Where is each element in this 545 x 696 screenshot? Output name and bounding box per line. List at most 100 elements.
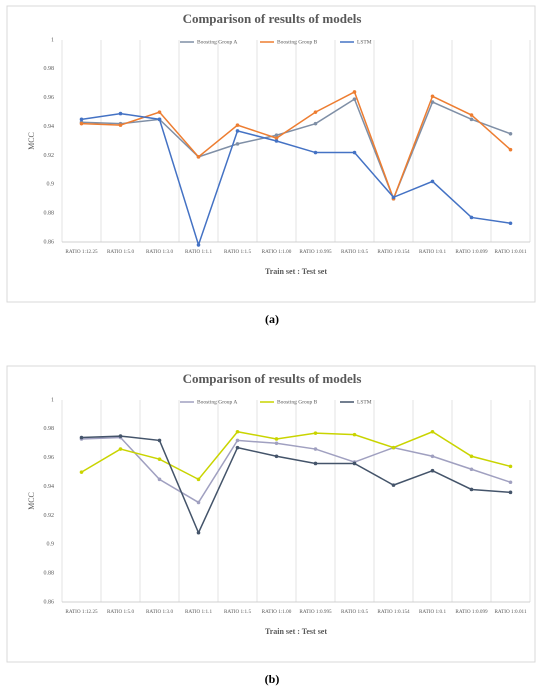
- data-point: [313, 121, 318, 126]
- data-point: [235, 429, 240, 434]
- data-point: [469, 487, 474, 492]
- data-point: [235, 129, 240, 133]
- chart-frame: [6, 365, 536, 663]
- y-tick-label: 0.9: [47, 182, 55, 188]
- data-point: [391, 445, 396, 450]
- x-tick-label: RATIO 1:3.0: [146, 609, 173, 615]
- caption: (a): [265, 312, 279, 326]
- data-point: [508, 490, 513, 495]
- data-point: [469, 113, 474, 117]
- y-tick-label: 0.9: [47, 542, 55, 548]
- data-point: [430, 429, 435, 434]
- data-point: [118, 434, 123, 438]
- chart-frame: [6, 5, 536, 303]
- data-point: [469, 117, 474, 122]
- data-point: [469, 215, 474, 220]
- legend-label: LSTM: [357, 39, 372, 45]
- legend-label: Boosting Group A: [197, 399, 237, 405]
- data-point: [118, 111, 123, 116]
- x-tick-label: RATIO 1:3.0: [146, 249, 173, 255]
- x-tick-label: RATIO 1:12.25: [65, 249, 98, 255]
- series-line: [81, 90, 511, 201]
- x-axis-title: Train set : Test set: [265, 627, 327, 636]
- data-point: [508, 464, 513, 469]
- data-point: [508, 480, 513, 485]
- data-point: [196, 500, 201, 505]
- data-point: [157, 117, 162, 122]
- data-point: [157, 457, 162, 461]
- data-point: [235, 438, 240, 443]
- series-line: [81, 435, 511, 535]
- data-point: [430, 179, 435, 184]
- y-tick-label: 0.92: [44, 513, 55, 519]
- data-point: [118, 447, 123, 451]
- data-point: [274, 441, 279, 446]
- y-tick-label: 0.86: [44, 599, 55, 605]
- data-point: [235, 123, 240, 127]
- y-tick-label: 0.88: [44, 571, 55, 577]
- y-tick-label: 1: [51, 37, 54, 43]
- legend-label: Boosting Group B: [277, 39, 318, 45]
- data-point: [391, 483, 396, 487]
- x-tick-label: RATIO 1:1.1: [185, 609, 212, 615]
- caption: (b): [265, 672, 280, 686]
- x-tick-label: RATIO 1:0.5: [341, 609, 368, 615]
- x-tick-label: RATIO 1:5.0: [107, 609, 134, 615]
- y-tick-label: 0.94: [44, 124, 55, 130]
- x-tick-label: RATIO 1:0.154: [377, 609, 410, 615]
- data-point: [196, 530, 201, 535]
- data-point: [430, 100, 435, 104]
- data-point: [274, 454, 279, 459]
- y-tick-label: 0.94: [44, 484, 55, 490]
- x-tick-label: RATIO 1:1.5: [224, 609, 251, 615]
- x-tick-label: RATIO 1:0.1: [419, 609, 446, 615]
- data-point: [352, 97, 357, 101]
- y-tick-label: 0.98: [44, 426, 55, 432]
- data-point: [157, 477, 162, 482]
- data-point: [313, 150, 318, 155]
- x-tick-label: RATIO 1:5.0: [107, 249, 134, 255]
- data-point: [508, 131, 513, 136]
- y-tick-label: 1: [51, 397, 54, 403]
- x-axis-title: Train set : Test set: [265, 267, 327, 276]
- data-point: [508, 147, 513, 152]
- data-point: [79, 117, 84, 122]
- x-tick-label: RATIO 1:0.011: [494, 609, 526, 615]
- series-line: [81, 112, 511, 248]
- x-tick-label: RATIO 1:12.25: [65, 609, 98, 615]
- y-tick-label: 0.96: [44, 455, 55, 461]
- data-point: [274, 133, 279, 138]
- legend-label: Boosting Group B: [277, 399, 318, 405]
- x-tick-label: RATIO 1:1.00: [262, 249, 292, 255]
- data-point: [196, 243, 201, 247]
- series-line: [81, 430, 511, 481]
- data-point: [196, 477, 201, 482]
- x-tick-label: RATIO 1:0.154: [377, 249, 410, 255]
- data-point: [469, 467, 474, 472]
- data-point: [313, 110, 318, 114]
- data-point: [79, 470, 84, 474]
- series-line: [81, 436, 511, 504]
- data-point: [313, 447, 318, 451]
- data-point: [118, 123, 123, 127]
- data-point: [235, 142, 240, 146]
- data-point: [352, 461, 357, 466]
- x-tick-label: RATIO 1:1.5: [224, 249, 251, 255]
- x-tick-label: RATIO 1:0.099: [455, 249, 488, 255]
- data-point: [313, 461, 318, 466]
- x-tick-label: RATIO 1:0.995: [299, 609, 332, 615]
- y-axis-title: MCC: [27, 132, 36, 150]
- data-point: [430, 468, 435, 473]
- data-point: [79, 121, 84, 126]
- data-point: [352, 432, 357, 437]
- x-tick-label: RATIO 1:1.1: [185, 249, 212, 255]
- y-tick-label: 0.92: [44, 153, 55, 159]
- y-tick-label: 0.86: [44, 239, 55, 245]
- data-point: [235, 445, 240, 450]
- x-tick-label: RATIO 1:0.1: [419, 249, 446, 255]
- x-tick-label: RATIO 1:0.995: [299, 249, 332, 255]
- y-tick-label: 0.98: [44, 66, 55, 72]
- data-point: [196, 155, 201, 159]
- data-point: [391, 195, 396, 200]
